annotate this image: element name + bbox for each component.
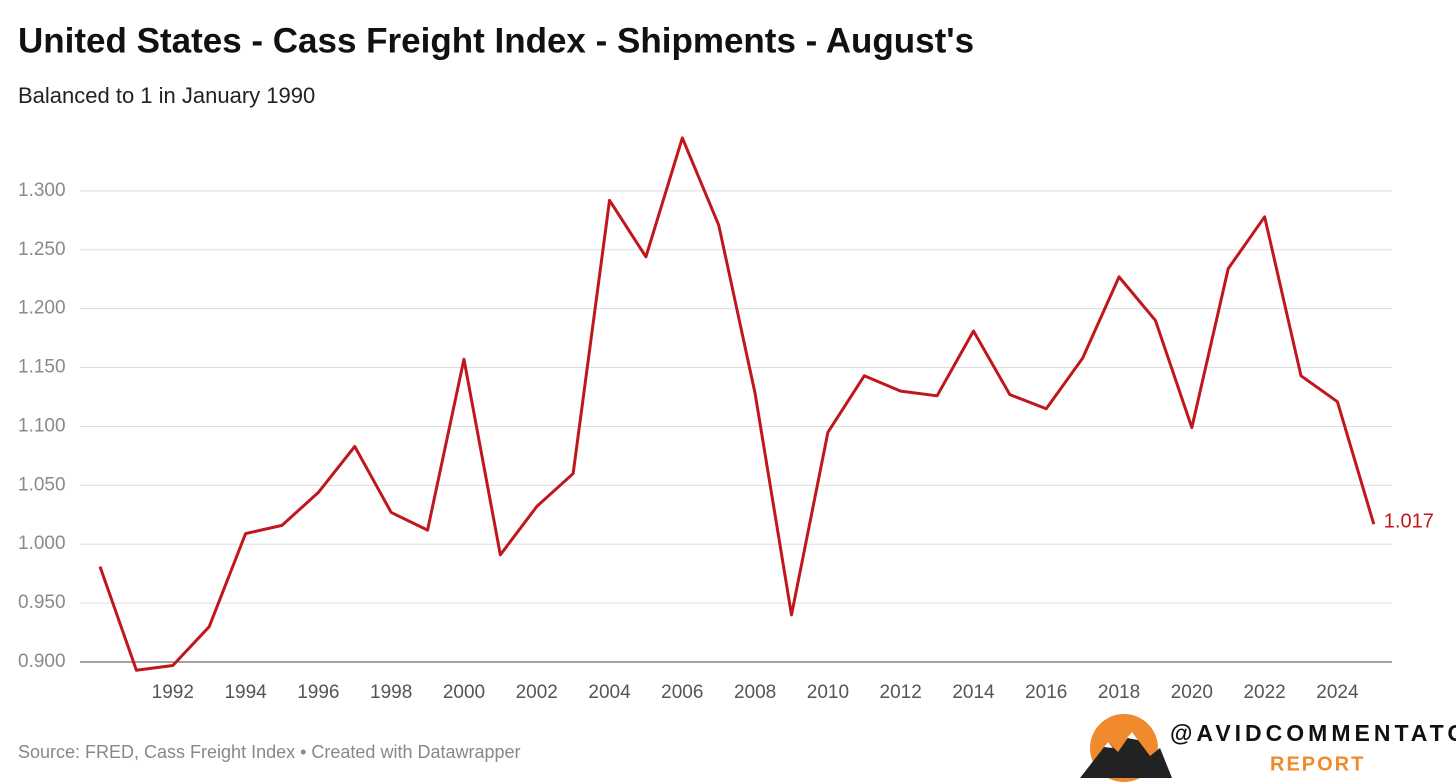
- x-tick-label: 1994: [224, 682, 267, 703]
- y-tick-label: 1.300: [18, 180, 66, 201]
- x-tick-label: 2000: [443, 682, 485, 703]
- x-tick-label: 1998: [370, 682, 412, 703]
- x-tick-label: 2014: [952, 682, 995, 703]
- x-tick-label: 2010: [807, 682, 849, 703]
- y-tick-label: 1.250: [18, 239, 66, 260]
- x-tick-label: 2012: [880, 682, 922, 703]
- line-series: [98, 136, 1376, 672]
- x-tick-label: 2024: [1316, 682, 1359, 703]
- y-tick-label: 1.100: [18, 415, 66, 436]
- y-tick-label: 0.900: [18, 651, 66, 672]
- x-tick-label: 2008: [734, 682, 776, 703]
- x-tick-label: 2002: [516, 682, 558, 703]
- y-tick-label: 1.150: [18, 357, 66, 378]
- brand-sub: REPORT: [1270, 753, 1365, 775]
- y-tick-label: 1.200: [18, 298, 66, 319]
- x-tick-label: 2020: [1171, 682, 1213, 703]
- x-tick-label: 1992: [152, 682, 194, 703]
- y-tick-label: 1.000: [18, 533, 66, 554]
- source-note: Source: FRED, Cass Freight Index • Creat…: [18, 742, 521, 762]
- x-tick-label: 1996: [297, 682, 339, 703]
- chart-title: United States - Cass Freight Index - Shi…: [18, 21, 974, 60]
- brand-name: @AVIDCOMMENTATOR: [1170, 720, 1456, 746]
- end-value-label: 1.017: [1384, 510, 1434, 532]
- x-tick-label: 2006: [661, 682, 703, 703]
- x-tick-label: 2022: [1243, 682, 1285, 703]
- x-tick-label: 2004: [588, 682, 631, 703]
- chart-subtitle: Balanced to 1 in January 1990: [18, 83, 315, 108]
- y-tick-label: 0.950: [18, 592, 66, 613]
- x-tick-label: 2018: [1098, 682, 1140, 703]
- brand-logo: [1080, 714, 1172, 782]
- x-tick-label: 2016: [1025, 682, 1067, 703]
- y-tick-label: 1.050: [18, 474, 66, 495]
